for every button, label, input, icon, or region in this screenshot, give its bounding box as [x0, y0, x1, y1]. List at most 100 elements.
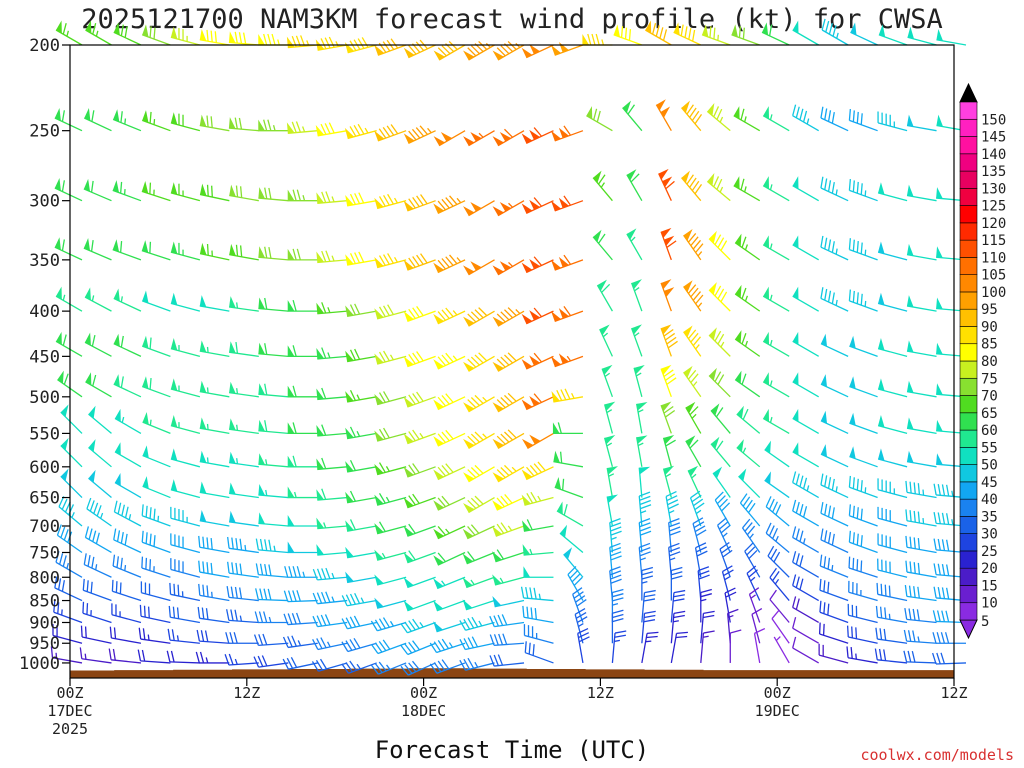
wind-barb	[196, 629, 230, 644]
wind-barb	[683, 280, 704, 312]
wind-barb	[166, 650, 200, 664]
wind-barb	[492, 352, 525, 372]
wind-barb	[463, 352, 495, 372]
colorbar-swatch	[959, 257, 978, 275]
wind-barb	[550, 305, 584, 323]
wind-barb	[114, 473, 142, 499]
wind-barb	[849, 376, 878, 398]
wind-barb	[433, 130, 466, 147]
wind-barb	[848, 475, 878, 499]
colorbar-swatch	[959, 533, 978, 552]
colorbar-swatch	[959, 308, 978, 327]
wind-barb	[746, 565, 761, 601]
colorbar-swatch	[959, 498, 978, 517]
wind-barb	[345, 192, 377, 207]
colorbar-label: 140	[981, 147, 1006, 163]
wind-barb	[282, 656, 318, 670]
wind-barb	[820, 473, 849, 499]
wind-barb	[850, 22, 878, 46]
wind-barb	[54, 237, 83, 261]
colorbar-label: 60	[981, 423, 998, 439]
wind-barb	[849, 412, 878, 435]
wind-barb	[848, 238, 878, 261]
wind-barb	[848, 556, 878, 578]
wind-barb	[904, 607, 937, 624]
wind-barb	[287, 455, 318, 468]
wind-barb	[905, 560, 937, 578]
wind-barb	[113, 500, 142, 527]
wind-barb	[341, 615, 377, 630]
wind-barb	[253, 633, 289, 646]
wind-barb	[83, 178, 112, 202]
colorbar-label: 100	[981, 285, 1006, 301]
colorbar-swatch	[959, 550, 978, 569]
wind-barb	[374, 574, 407, 586]
colorbar-label: 150	[981, 112, 1006, 128]
wind-barb	[792, 104, 819, 132]
wind-barb	[85, 372, 112, 398]
wind-barb	[738, 468, 761, 499]
wind-barb	[574, 607, 588, 644]
wind-barb	[848, 108, 878, 132]
x-tick-label: 00Z	[56, 684, 83, 702]
wind-barb	[492, 522, 525, 537]
wind-barb	[906, 184, 937, 202]
y-tick-label: 600	[29, 458, 60, 478]
wind-barb	[403, 463, 436, 478]
wind-barb	[524, 641, 554, 664]
wind-barb	[286, 121, 318, 134]
y-tick-label: 250	[29, 122, 60, 142]
wind-barb	[522, 544, 554, 556]
wind-barb	[60, 404, 83, 434]
wind-barb	[170, 378, 201, 398]
wind-barb	[716, 517, 731, 553]
wind-barb	[762, 372, 790, 398]
colorbar-swatch	[959, 136, 978, 155]
wind-barb	[521, 197, 554, 214]
colorbar-swatch	[959, 188, 978, 206]
wind-barb	[374, 350, 407, 365]
wind-barb	[736, 405, 761, 434]
wind-barb	[849, 335, 878, 357]
wind-barb	[668, 542, 681, 578]
colorbar-swatch	[959, 274, 978, 293]
y-tick-label: 300	[29, 192, 60, 212]
wind-barb	[316, 250, 348, 264]
wind-barb	[601, 364, 614, 398]
wind-barb	[848, 530, 878, 554]
wind-barb	[877, 415, 908, 435]
colorbar-swatch	[959, 343, 978, 362]
wind-barb	[820, 410, 849, 434]
wind-barb	[287, 385, 318, 398]
wind-barb	[462, 551, 495, 565]
wind-barb	[316, 302, 348, 315]
wind-barb	[670, 589, 686, 623]
wind-barb	[489, 614, 525, 628]
wind-barb	[287, 248, 318, 261]
wind-barb	[820, 444, 849, 468]
colorbar-swatch	[959, 585, 978, 604]
wind-barb	[492, 464, 525, 483]
wind-barb	[762, 331, 790, 357]
wind-barb	[141, 240, 171, 261]
wind-barb	[142, 476, 171, 499]
wind-barb	[670, 631, 688, 664]
wind-barb	[139, 604, 171, 624]
wind-barb	[287, 486, 318, 499]
wind-barb	[660, 401, 676, 434]
wind-barb	[258, 419, 289, 435]
wind-barb	[170, 241, 201, 261]
wind-barb	[492, 128, 525, 147]
colorbar-label: 5	[981, 614, 989, 630]
credit-link[interactable]: coolwx.com/models	[860, 746, 1014, 764]
colorbar-label: 125	[981, 199, 1006, 215]
wind-barb	[55, 331, 83, 357]
wind-barb	[521, 307, 554, 325]
wind-barb	[733, 106, 761, 132]
wind-barb	[877, 448, 908, 468]
wind-barb	[771, 609, 790, 644]
wind-barb	[905, 509, 937, 527]
colorbar-label: 135	[981, 164, 1006, 180]
wind-barb	[286, 35, 318, 49]
colorbar-swatch	[959, 464, 978, 483]
